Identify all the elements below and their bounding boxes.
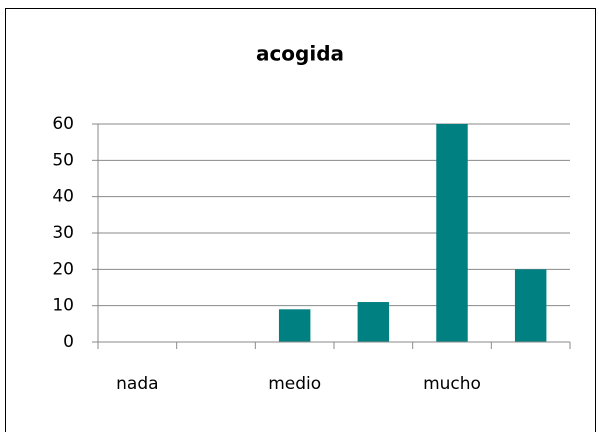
x-tick-label: nada [116,374,158,394]
y-tick-label: 0 [63,332,74,352]
chart-title: acogida [256,42,344,66]
bar [514,269,547,342]
y-tick-label: 10 [52,296,74,316]
y-tick-label: 20 [52,259,74,279]
y-tick-label: 40 [52,187,74,207]
bar [436,124,468,342]
x-tick-label: mucho [423,374,481,394]
chart-border [5,8,596,432]
bar [357,302,390,342]
y-tick-label: 50 [52,150,74,170]
bar [278,309,311,342]
x-tick-label: medio [268,374,321,394]
y-tick-label: 60 [52,114,74,134]
y-tick-label: 30 [52,223,74,243]
